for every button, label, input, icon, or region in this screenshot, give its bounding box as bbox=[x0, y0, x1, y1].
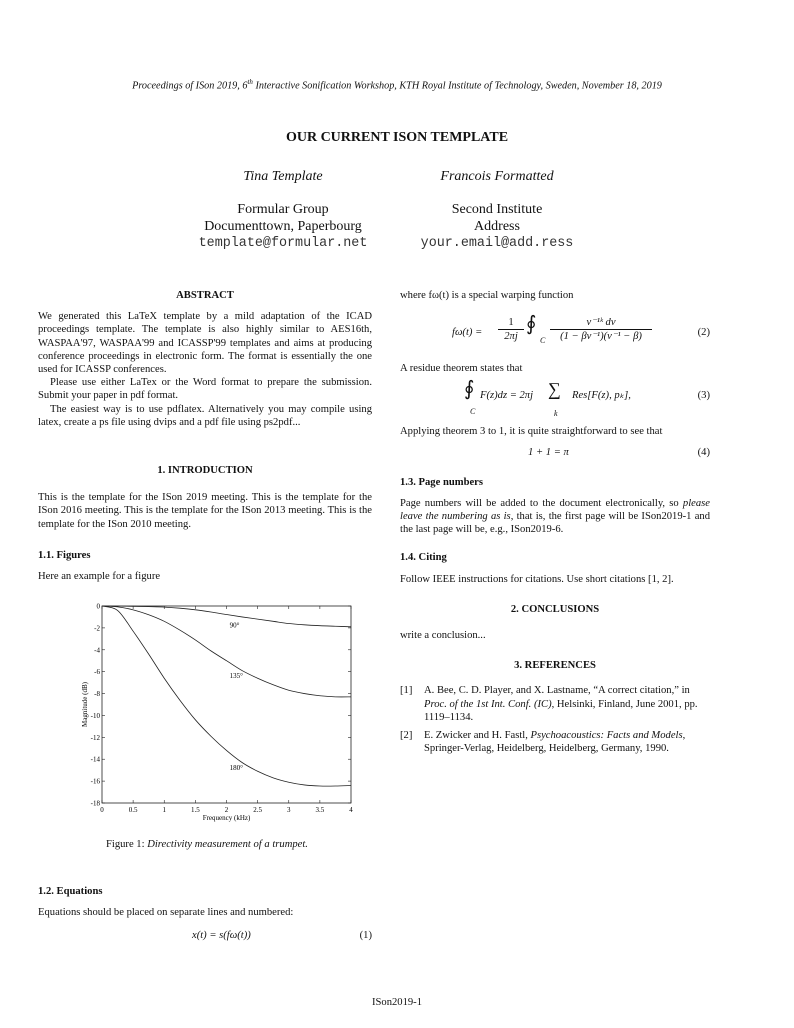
section-heading: 2. CONCLUSIONS bbox=[510, 603, 600, 615]
x-tick-label: 1 bbox=[163, 806, 167, 814]
figures-section: 1.1. Figures Here an example for a figur… bbox=[38, 549, 372, 583]
y-tick-label: -2 bbox=[94, 624, 100, 632]
author-affiliation: Second Institute bbox=[451, 202, 543, 217]
author-2: Francois Formatted Second Institute Addr… bbox=[372, 168, 622, 252]
fraction: 1 2πj bbox=[498, 316, 524, 343]
plot-frame bbox=[101, 605, 352, 804]
subsection-heading: 1.3. Page numbers bbox=[400, 476, 483, 488]
equations-section: 1.2. Equations Equations should be place… bbox=[38, 885, 372, 943]
section-heading: 1. INTRODUCTION bbox=[157, 465, 253, 476]
author-address: Address bbox=[474, 219, 520, 234]
running-header: Proceedings of ISon 2019, 6th Interactiv… bbox=[132, 78, 662, 92]
y-tick-label: -10 bbox=[91, 712, 101, 720]
x-tick-label: 0.5 bbox=[129, 806, 138, 814]
series-label: 135° bbox=[230, 672, 244, 680]
right-column: where fω(t) is a special warping functio… bbox=[400, 289, 710, 760]
paragraph: This is the template for the ISon 2019 m… bbox=[38, 492, 372, 530]
paragraph: Follow IEEE instructions for citations. … bbox=[400, 573, 674, 585]
x-tick-label: 2 bbox=[225, 806, 229, 814]
author-address: Documenttown, Paperbourg bbox=[204, 219, 362, 234]
author-email[interactable]: your.email@add.ress bbox=[420, 236, 574, 251]
author-affiliation: Formular Group bbox=[237, 202, 329, 217]
reference-item: [2] E. Zwicker and H. Fastl, Psychoacoust… bbox=[400, 730, 686, 755]
paragraph: Here an example for a figure bbox=[38, 571, 161, 583]
series-label: 90° bbox=[230, 622, 240, 630]
paragraph: A residue theorem states that bbox=[400, 363, 523, 375]
y-tick-label: -18 bbox=[91, 800, 101, 808]
author-name: Tina Template bbox=[243, 169, 323, 184]
y-axis-label: Magnitude (dB) bbox=[81, 681, 89, 727]
equation-1: x(t) = s(fω(t)) (1) bbox=[192, 930, 372, 942]
equation-2: fω(t) = 1 2πj ∮ C ν⁻¹ᵏ dν (1 − βν⁻¹)(ν⁻¹ −… bbox=[452, 313, 710, 346]
abstract-paragraph: We generated this LaTeX template by a mi… bbox=[38, 311, 372, 376]
y-tick-label: -12 bbox=[91, 734, 101, 742]
equation-4: 1 + 1 = π (4) bbox=[528, 446, 710, 458]
y-tick-label: 0 bbox=[97, 603, 101, 611]
paper-title: OUR CURRENT ISON TEMPLATE bbox=[285, 130, 509, 145]
x-tick-label: 0 bbox=[100, 806, 104, 814]
reference-item: [1] A. Bee, C. D. Player, and X. Lastname… bbox=[400, 685, 698, 723]
x-tick-label: 1.5 bbox=[191, 806, 200, 814]
subsection-heading: 1.1. Figures bbox=[38, 550, 91, 561]
introduction-section: 1. INTRODUCTION This is the template for… bbox=[38, 464, 372, 531]
section-heading: 3. REFERENCES bbox=[514, 660, 596, 672]
abstract-paragraph: Please use either LaTex or the Word form… bbox=[38, 377, 372, 402]
subsection-heading: 1.2. Equations bbox=[38, 886, 103, 897]
figure-1-chart: 0 0.5 1 1.5 2 2.5 3 3.5 4 0 -2 -4 -6 -8 -10 -12 -14 -16 -1… bbox=[81, 603, 353, 823]
y-tick-label: -8 bbox=[94, 690, 100, 698]
series-label: 180° bbox=[230, 764, 244, 772]
paragraph: write a conclusion... bbox=[400, 630, 486, 642]
abstract-section: ABSTRACT We generated this LaTeX templat… bbox=[38, 289, 372, 429]
x-tick-label: 2.5 bbox=[253, 806, 262, 814]
figure-caption: Figure 1: Directivity measurement of a t… bbox=[106, 839, 308, 850]
y-tick-label: -4 bbox=[94, 646, 100, 654]
subsection-heading: 1.4. Citing bbox=[400, 552, 447, 564]
reference-list: [1] A. Bee, C. D. Player, and X. Lastname… bbox=[400, 684, 710, 755]
y-tick-label: -6 bbox=[94, 668, 100, 676]
equation-3: ∮ C F(z)dz = 2πj ∑ k Res[F(z), pₖ], (3) bbox=[464, 378, 710, 419]
author-email[interactable]: template@formular.net bbox=[198, 236, 368, 251]
page-number: ISon2019-1 bbox=[371, 997, 423, 1008]
author-1: Tina Template Formular Group Documenttow… bbox=[158, 168, 408, 252]
x-tick-label: 4 bbox=[349, 806, 353, 814]
paragraph: Equations should be placed on separate l… bbox=[38, 907, 294, 919]
paragraph: where fω(t) is a special warping functio… bbox=[400, 290, 574, 301]
y-tick-label: -14 bbox=[91, 756, 101, 764]
x-tick-label: 3 bbox=[287, 806, 291, 814]
paragraph: Page numbers will be added to the docume… bbox=[400, 497, 710, 536]
author-name: Francois Formatted bbox=[440, 169, 554, 184]
paragraph: Applying theorem 3 to 1, it is quite str… bbox=[400, 426, 663, 438]
abstract-paragraph: The easiest way is to use pdflatex. Alte… bbox=[38, 403, 372, 428]
y-tick-label: -16 bbox=[91, 778, 101, 786]
abstract-heading: ABSTRACT bbox=[176, 290, 234, 301]
x-tick-label: 3.5 bbox=[316, 806, 325, 814]
fraction: ν⁻¹ᵏ dν (1 − βν⁻¹)(ν⁻¹ − β) bbox=[550, 316, 652, 343]
series-line bbox=[101, 605, 352, 698]
x-axis-label: Frequency (kHz) bbox=[203, 814, 251, 822]
series-line bbox=[101, 605, 352, 628]
series-line bbox=[101, 605, 352, 787]
